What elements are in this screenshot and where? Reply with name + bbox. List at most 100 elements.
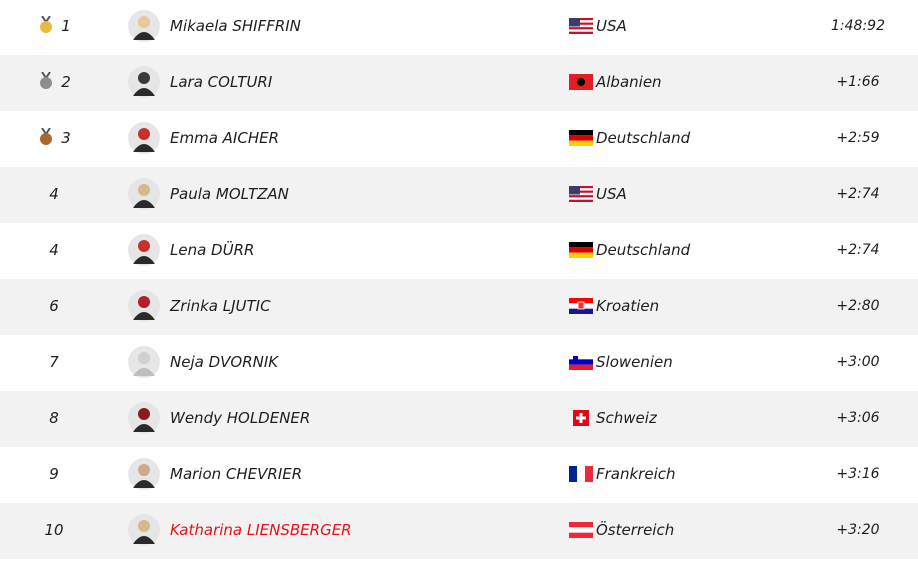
avatar-body <box>133 312 155 320</box>
flag-stripe <box>569 252 593 258</box>
flag-stripe <box>569 190 593 193</box>
flag-stripe <box>569 195 593 198</box>
flag-shield <box>577 301 585 310</box>
athlete-name: Emma AICHER <box>170 129 279 147</box>
time: +3:06 <box>836 410 880 426</box>
avatar-head <box>138 520 150 532</box>
avatar-head <box>138 72 150 84</box>
athlete-name: Katharina LIENSBERGER <box>170 521 352 539</box>
avatar-head <box>138 464 150 476</box>
flag-stripe <box>569 247 593 253</box>
avatar <box>128 402 160 434</box>
flag <box>573 410 589 426</box>
result-row: 7 Neja DVORNIK Slowenien +3:00 <box>0 335 918 391</box>
flag-canton <box>569 186 580 195</box>
country: Deutschland <box>596 129 691 147</box>
rank: 10 <box>44 521 64 539</box>
country: Albanien <box>596 73 662 91</box>
avatar-body <box>133 32 155 40</box>
medal-disc <box>40 133 52 145</box>
flag-stripe <box>577 466 585 482</box>
flag <box>569 466 593 482</box>
avatar-body <box>133 144 155 152</box>
time: +3:00 <box>836 354 880 370</box>
flag-stripe <box>569 192 593 196</box>
flag-stripe <box>569 27 593 30</box>
avatar <box>128 178 160 210</box>
avatar-head <box>138 240 150 252</box>
avatar-body <box>133 480 155 488</box>
flag-stripe <box>569 186 593 189</box>
avatar-body <box>133 424 155 432</box>
flag-stripe <box>569 18 593 21</box>
time: +2:74 <box>836 186 880 202</box>
flag-stripe <box>569 188 593 191</box>
medal-icon <box>40 128 52 145</box>
time: +2:59 <box>836 130 880 146</box>
rank: 6 <box>49 297 59 315</box>
country: Deutschland <box>596 241 691 259</box>
rank: 4 <box>49 185 59 203</box>
flag <box>569 130 593 146</box>
avatar <box>128 122 160 154</box>
result-row: 1 Mikaela SHIFFRIN USA 1:48:92 <box>0 0 918 55</box>
avatar <box>128 290 160 322</box>
rank: 7 <box>49 353 59 371</box>
flag-stripe <box>569 135 593 141</box>
result-row: 2 Lara COLTURI Albanien +1:66 <box>0 55 918 111</box>
avatar <box>128 10 160 42</box>
athlete-name: Mikaela SHIFFRIN <box>170 17 301 35</box>
flag <box>569 522 593 538</box>
flag-stripe <box>569 22 593 25</box>
flag-stripe <box>569 466 577 482</box>
athlete-name: Marion CHEVRIER <box>170 465 303 483</box>
avatar-body <box>133 88 155 96</box>
avatar <box>128 346 160 378</box>
flag-cross <box>576 416 586 420</box>
flag-stripe <box>569 20 593 23</box>
avatar-head <box>138 352 150 364</box>
time: +2:74 <box>836 242 880 258</box>
rank: 2 <box>61 73 71 91</box>
flag-eagle <box>577 78 585 86</box>
result-row: 3 Emma AICHER Deutschland +2:59 <box>0 111 918 167</box>
avatar <box>128 234 160 266</box>
time: +3:20 <box>836 522 880 538</box>
avatar-head <box>138 296 150 308</box>
flag-shield <box>573 356 578 363</box>
flag-stripe <box>585 466 593 482</box>
flag <box>569 242 593 258</box>
country: USA <box>596 185 627 203</box>
avatar <box>128 66 160 98</box>
time: +1:66 <box>836 74 880 90</box>
result-row: 8 Wendy HOLDENER Schweiz +3:06 <box>0 391 918 447</box>
flag-stripe <box>569 308 593 314</box>
flag-stripe <box>569 532 593 538</box>
country: Schweiz <box>596 409 657 427</box>
avatar <box>128 514 160 546</box>
athlete-name: Paula MOLTZAN <box>170 185 289 203</box>
time: +2:80 <box>836 298 880 314</box>
flag-canton <box>569 18 580 27</box>
avatar-head <box>138 408 150 420</box>
country: Österreich <box>596 521 675 539</box>
flag-stripe <box>569 298 593 304</box>
avatar <box>128 458 160 490</box>
flag-stripe <box>569 29 593 32</box>
flag-stripe <box>569 130 593 136</box>
flag-stripe <box>569 359 593 365</box>
flag-stripe <box>569 242 593 248</box>
rank: 9 <box>49 465 59 483</box>
result-row: 9 Marion CHEVRIER Frankreich +3:16 <box>0 447 918 503</box>
avatar-head <box>138 128 150 140</box>
rank: 1 <box>61 17 71 35</box>
avatar-head <box>138 16 150 28</box>
time: +3:16 <box>836 466 880 482</box>
athlete-name: Neja DVORNIK <box>170 353 279 371</box>
flag-stripe <box>569 354 593 360</box>
medal-disc <box>40 77 52 89</box>
country: Frankreich <box>596 465 676 483</box>
flag-stripe <box>569 364 593 370</box>
result-row: 4 Lena DÜRR Deutschland +2:74 <box>0 223 918 279</box>
avatar-body <box>133 536 155 544</box>
